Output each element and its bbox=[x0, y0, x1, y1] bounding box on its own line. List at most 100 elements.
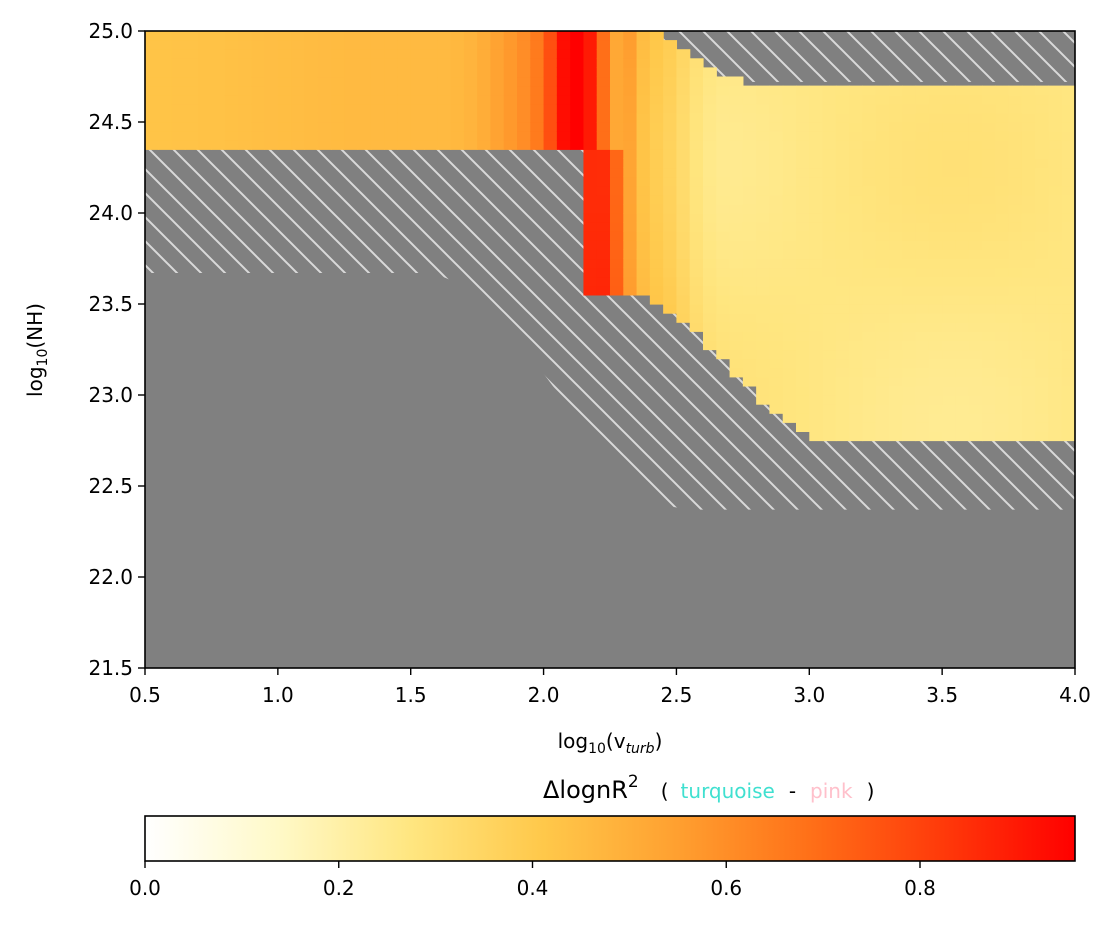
heatmap-cell bbox=[995, 267, 1010, 278]
heatmap-cell bbox=[915, 249, 930, 260]
heatmap-cell bbox=[437, 76, 452, 87]
heatmap-cell bbox=[1035, 249, 1050, 260]
heatmap-cell bbox=[796, 140, 810, 150]
heatmap-cell bbox=[928, 176, 943, 187]
heatmap-cell bbox=[782, 385, 797, 396]
heatmap-cell bbox=[1035, 112, 1050, 123]
heatmap-cell bbox=[291, 103, 306, 114]
heatmap-cell bbox=[955, 94, 970, 105]
heatmap-cell bbox=[835, 385, 850, 396]
heatmap-cell bbox=[410, 40, 425, 50]
heatmap-cell bbox=[756, 385, 771, 396]
heatmap-cell bbox=[689, 76, 704, 87]
heatmap-cell bbox=[649, 122, 664, 132]
heatmap-cell bbox=[968, 231, 983, 241]
heatmap-cell bbox=[703, 112, 717, 123]
heatmap-cell bbox=[410, 112, 425, 123]
heatmap-cell bbox=[663, 276, 678, 287]
heatmap-cell bbox=[649, 222, 664, 232]
heatmap-cell bbox=[344, 85, 359, 96]
heatmap-cell bbox=[277, 40, 292, 50]
heatmap-cell bbox=[689, 85, 704, 96]
heatmap-cell bbox=[503, 122, 518, 132]
heatmap-cell bbox=[649, 103, 664, 114]
heatmap-cell bbox=[729, 322, 744, 332]
heatmap-cell bbox=[264, 140, 279, 150]
heatmap-cell bbox=[809, 349, 824, 360]
heatmap-cell bbox=[889, 358, 903, 369]
heatmap-cell bbox=[968, 194, 983, 205]
heatmap-cell bbox=[224, 140, 239, 150]
heatmap-cell bbox=[822, 404, 837, 414]
heatmap-cell bbox=[796, 240, 810, 250]
heatmap-cell bbox=[1021, 340, 1036, 351]
heatmap-cell bbox=[689, 231, 704, 241]
heatmap-cell bbox=[955, 213, 970, 223]
heatmap-cell bbox=[782, 304, 797, 314]
heatmap-cell bbox=[742, 304, 757, 314]
heatmap-cell bbox=[782, 358, 797, 369]
heatmap-cell bbox=[875, 176, 890, 187]
heatmap-cell bbox=[636, 213, 651, 223]
heatmap-cell bbox=[796, 267, 810, 278]
heatmap-cell bbox=[145, 49, 159, 59]
heatmap-cell bbox=[676, 285, 691, 296]
heatmap-cell bbox=[184, 112, 199, 123]
heatmap-cell bbox=[610, 131, 624, 141]
heatmap-cell bbox=[1035, 385, 1050, 396]
heatmap-cell bbox=[1035, 267, 1050, 278]
heatmap-cell bbox=[1021, 185, 1036, 196]
heatmap-cell bbox=[184, 76, 199, 87]
heatmap-cell bbox=[703, 276, 717, 287]
heatmap-cell bbox=[955, 140, 970, 150]
heatmap-cell bbox=[331, 31, 345, 41]
heatmap-cell bbox=[756, 140, 771, 150]
heatmap-cell bbox=[729, 367, 744, 378]
heatmap-cell bbox=[796, 349, 810, 360]
heatmap-cell bbox=[915, 322, 930, 332]
heatmap-cell bbox=[968, 185, 983, 196]
heatmap-cell bbox=[889, 231, 903, 241]
heatmap-cell bbox=[862, 240, 877, 250]
heatmap-cell bbox=[915, 167, 930, 178]
heatmap-cell bbox=[862, 213, 877, 223]
heatmap-cell bbox=[477, 112, 492, 123]
heatmap-cell bbox=[424, 112, 438, 123]
heatmap-cell bbox=[1035, 258, 1050, 269]
heatmap-cell bbox=[503, 112, 518, 123]
heatmap-cell bbox=[889, 276, 903, 287]
heatmap-cell bbox=[822, 122, 837, 132]
heatmap-cell bbox=[955, 103, 970, 114]
heatmap-cell bbox=[822, 158, 837, 169]
heatmap-cell bbox=[915, 258, 930, 269]
heatmap-cell bbox=[822, 249, 837, 260]
heatmap-cell bbox=[676, 276, 691, 287]
heatmap-cell bbox=[331, 94, 345, 105]
heatmap-cell bbox=[703, 185, 717, 196]
heatmap-cell bbox=[889, 322, 903, 332]
heatmap-cell bbox=[397, 112, 412, 123]
heatmap-cell bbox=[769, 140, 784, 150]
heatmap-cell bbox=[610, 267, 624, 278]
heatmap-cell bbox=[663, 149, 678, 159]
heatmap-cell bbox=[889, 385, 903, 396]
heatmap-cell bbox=[902, 431, 917, 442]
heatmap-cell bbox=[517, 31, 531, 41]
heatmap-cell bbox=[1021, 203, 1036, 214]
heatmap-cell bbox=[756, 358, 771, 369]
heatmap-cell bbox=[875, 140, 890, 150]
heatmap-cell bbox=[317, 76, 332, 87]
heatmap-cell bbox=[849, 213, 864, 223]
heatmap-cell bbox=[902, 176, 917, 187]
heatmap-cell bbox=[556, 67, 571, 78]
heatmap-cell bbox=[211, 112, 226, 123]
heatmap-cell bbox=[742, 222, 757, 232]
heatmap-cell bbox=[915, 240, 930, 250]
heatmap-cell bbox=[928, 249, 943, 260]
heatmap-cell bbox=[716, 213, 731, 223]
heatmap-cell bbox=[317, 112, 332, 123]
heatmap-cell bbox=[663, 249, 678, 260]
heatmap-cell bbox=[1035, 395, 1050, 405]
heatmap-cell bbox=[902, 349, 917, 360]
heatmap-cell bbox=[610, 149, 624, 159]
